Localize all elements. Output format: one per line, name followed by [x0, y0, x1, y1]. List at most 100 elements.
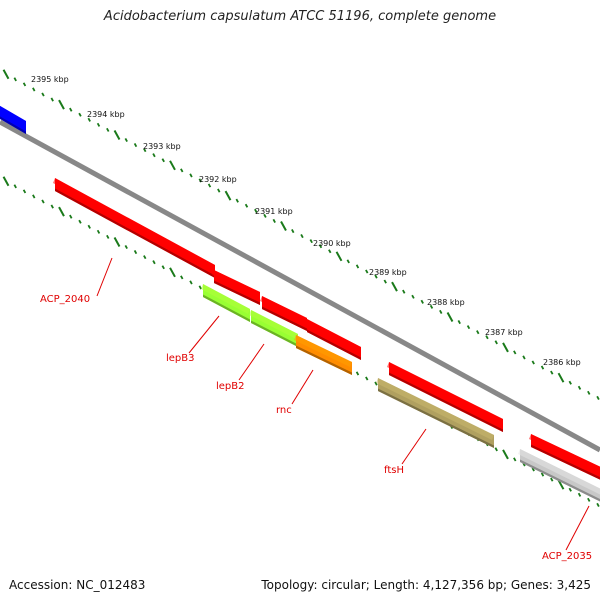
tick-mark: [96, 229, 101, 234]
acp2040-gene: [53, 178, 215, 278]
tick-mark: [224, 190, 232, 201]
tick-mark: [41, 92, 45, 97]
tick-mark: [198, 178, 202, 183]
tick-mark: [439, 309, 443, 314]
tick-mark: [69, 107, 73, 112]
tick-mark: [494, 340, 498, 345]
tick-mark: [531, 467, 535, 472]
tick-mark: [58, 99, 65, 110]
gene-label: ACP_2040: [40, 294, 90, 305]
label-leader-line: [565, 505, 590, 551]
tick-mark: [69, 214, 73, 219]
tick-mark: [169, 160, 176, 171]
tick-mark: [113, 129, 121, 140]
scale-label: 2394 kbp: [87, 110, 125, 119]
tick-mark: [217, 188, 221, 193]
tick-mark: [161, 158, 165, 163]
tick-mark: [522, 355, 526, 360]
tick-mark: [557, 372, 565, 383]
tick-mark: [587, 390, 591, 395]
tick-mark: [355, 371, 360, 376]
tick-mark: [557, 479, 565, 490]
tick-mark: [133, 143, 138, 148]
gene-label: lepB3: [166, 353, 195, 364]
tick-mark: [207, 183, 212, 188]
scale-label: 2392 kbp: [199, 175, 237, 184]
tick-mark: [180, 168, 184, 173]
tick-mark: [143, 148, 147, 153]
tick-mark: [328, 249, 332, 254]
tick-mark: [152, 260, 156, 265]
tick-mark: [254, 208, 258, 213]
tick-mark: [374, 274, 378, 279]
tick-mark: [577, 492, 582, 497]
scale-label: 2388 kbp: [427, 298, 465, 307]
tick-mark: [550, 370, 554, 375]
tick-mark: [540, 472, 545, 477]
tick-mark: [78, 219, 82, 224]
tick-mark: [2, 176, 10, 187]
tick-mark: [13, 77, 17, 82]
tick-mark: [513, 350, 517, 355]
tick-mark: [50, 97, 54, 102]
tick-mark: [13, 184, 17, 189]
tick-mark: [466, 325, 471, 330]
scale-label: 2387 kbp: [485, 328, 523, 337]
acp2035-neighbor-gene: [529, 434, 600, 480]
tick-mark: [429, 304, 434, 309]
tick-mark: [87, 224, 91, 229]
scale-label: 2389 kbp: [369, 268, 407, 277]
scale-label: 2393 kbp: [143, 142, 181, 151]
label-leader-line: [401, 428, 427, 465]
tick-mark: [22, 189, 27, 194]
label-leader-line: [291, 369, 314, 405]
tick-mark: [189, 173, 193, 178]
label-leader-line: [188, 315, 220, 354]
tick-mark: [2, 69, 10, 80]
tick-mark: [502, 449, 509, 460]
tick-mark: [568, 380, 572, 385]
tick-mark: [143, 255, 147, 260]
tick-mark: [420, 299, 424, 304]
label-leader-line: [238, 343, 265, 381]
ftsh-gene: [376, 378, 494, 448]
tick-mark: [587, 497, 591, 502]
tick-mark: [494, 447, 498, 452]
tick-mark: [96, 122, 101, 127]
accession-text: Accession: NC_012483: [9, 578, 146, 592]
lepb3-neighbor-gene: [212, 270, 260, 305]
tick-mark: [318, 244, 323, 249]
tick-mark: [309, 239, 313, 244]
tick-mark: [568, 487, 572, 492]
tick-mark: [502, 342, 509, 353]
tick-mark: [577, 385, 582, 390]
gene-label: lepB2: [216, 381, 245, 392]
blue-gene: [0, 105, 26, 134]
tick-mark: [124, 137, 128, 143]
ftsh-neighbor-gene: [387, 362, 503, 432]
tick-mark: [124, 244, 128, 250]
tick-mark: [300, 234, 304, 239]
tick-mark: [383, 279, 387, 284]
tick-mark: [180, 275, 184, 280]
label-leader-line: [96, 257, 113, 297]
tick-mark: [391, 281, 398, 292]
tick-mark: [550, 477, 554, 482]
tick-mark: [235, 198, 239, 203]
tick-mark: [169, 267, 176, 278]
tick-mark: [596, 395, 600, 400]
tick-mark: [531, 360, 535, 365]
tick-mark: [22, 82, 27, 87]
gene-labels: ACP_2040 lepB3 lepB2 rnc ftsH ACP_2035: [40, 257, 592, 562]
genome-title: Acidobacterium capsulatum ATCC 51196, co…: [103, 9, 497, 24]
tick-mark: [263, 213, 267, 218]
scale-label: 2390 kbp: [313, 239, 351, 248]
acp2035-gene: [518, 449, 600, 502]
tick-mark: [32, 87, 36, 92]
tick-mark: [113, 236, 121, 247]
tick-mark: [291, 229, 295, 234]
genome-backbone: [0, 119, 600, 453]
tick-mark: [152, 153, 156, 158]
scale-labels: 2395 kbp 2394 kbp 2393 kbp 2392 kbp 2391 kbp…: [31, 75, 581, 367]
tick-mark: [457, 320, 461, 325]
